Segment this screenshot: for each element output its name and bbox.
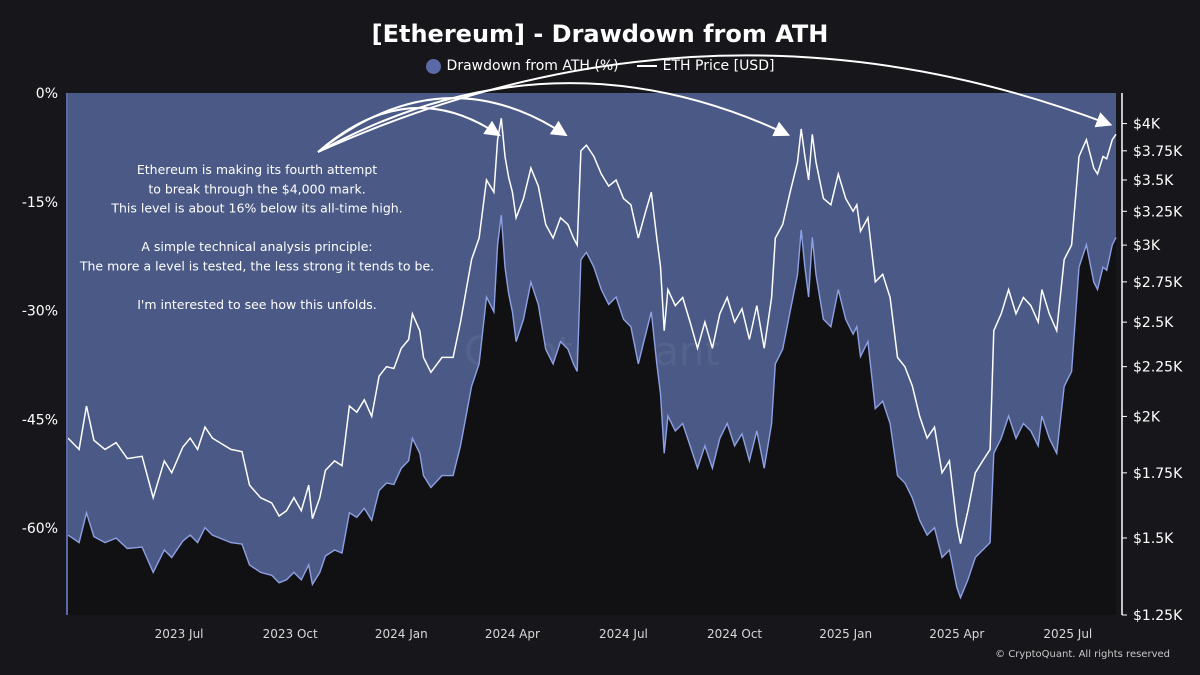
x-tick-label: 2025 Jan [819, 627, 872, 641]
area-below-drawdown [68, 215, 1116, 615]
credit-text: © CryptoQuant. All rights reserved [995, 649, 1170, 660]
x-tick-label: 2024 Jul [599, 627, 648, 641]
legend-label-price: ETH Price [USD] [662, 58, 775, 74]
x-tick-label: 2023 Oct [263, 627, 318, 641]
y-right-tick-label: $1.5K [1133, 531, 1174, 547]
x-tick-label: 2025 Jul [1043, 627, 1092, 641]
y-left-tick-label: -15% [22, 195, 58, 211]
drawdown-series-line [67, 215, 1117, 600]
legend-line-icon [636, 65, 657, 67]
y-left-tick-label: -60% [22, 521, 58, 537]
annotation-line: The more a level is tested, the less str… [79, 259, 434, 274]
x-tick-label: 2024 Oct [707, 627, 762, 641]
annotation-text: Ethereum is making its fourth attempt to … [79, 162, 434, 312]
eth-price-series-line [67, 118, 1117, 544]
annotation-line: This level is about 16% below its all-ti… [110, 201, 402, 216]
y-right-tick-label: $2.5K [1133, 315, 1174, 331]
annotation-arrow [317, 82, 791, 153]
annotation-line: A simple technical analysis principle: [141, 239, 372, 254]
y-left-tick-label: 0% [36, 86, 58, 102]
x-tick-label: 2023 Jul [155, 627, 204, 641]
chart-title: [Ethereum] - Drawdown from ATH [371, 20, 829, 48]
y-right-tick-label: $3K [1133, 238, 1161, 254]
annotation-arrow [317, 97, 568, 153]
x-tick-label: 2025 Apr [929, 627, 984, 641]
y-right-tick-label: $2.25K [1133, 360, 1183, 376]
y-right-tick-label: $3.75K [1133, 144, 1183, 160]
x-tick-label: 2024 Jan [375, 627, 428, 641]
y-right-tick-label: $1.25K [1133, 608, 1183, 624]
annotation-arrows [317, 54, 1113, 153]
axes: 0% -15% -30% -45% -60% $4K $3.75K $3.5K $3.25K $3… [22, 86, 1183, 641]
y-right-tick-label: $2.75K [1133, 275, 1183, 291]
y-left-tick-label: -45% [22, 412, 58, 428]
y-right-tick-label: $3.5K [1133, 173, 1174, 189]
y-right-tick-label: $4K [1133, 117, 1161, 133]
annotation-line: I'm interested to see how this unfolds. [137, 297, 377, 312]
legend-item-price[interactable]: ETH Price [USD] [636, 58, 775, 74]
y-right-tick-label: $2K [1133, 409, 1161, 425]
x-tick-label: 2024 Apr [485, 627, 540, 641]
legend-dot-icon [425, 58, 441, 74]
annotation-line: to break through the $4,000 mark. [148, 181, 365, 196]
y-right-tick-label: $3.25K [1133, 204, 1183, 220]
y-right-tick-label: $1.75K [1133, 466, 1183, 482]
y-left-tick-label: -30% [22, 304, 58, 320]
annotation-arrow [317, 54, 1113, 153]
annotation-line: Ethereum is making its fourth attempt [137, 162, 377, 177]
